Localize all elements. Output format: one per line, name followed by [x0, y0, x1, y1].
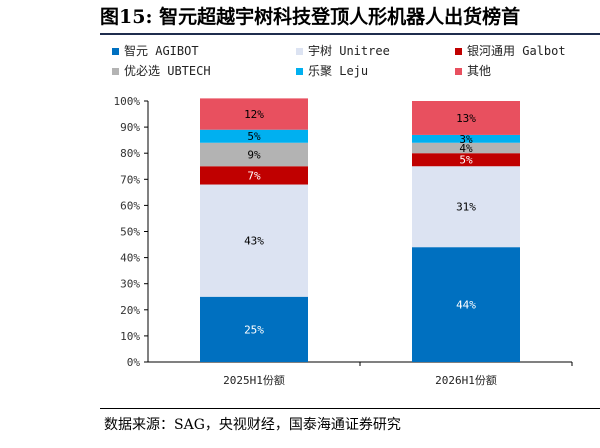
- y-tick-label: 100%: [114, 95, 141, 108]
- bar-segment: [200, 184, 308, 297]
- y-tick-label: 50%: [120, 226, 140, 239]
- source-rule: [100, 408, 600, 409]
- y-tick-label: 70%: [120, 173, 140, 186]
- bar-segment: [412, 166, 520, 248]
- legend-label: 乐聚 Leju: [308, 64, 368, 78]
- data-label: 25%: [244, 323, 264, 336]
- title-rule: [100, 33, 600, 35]
- y-tick-label: 40%: [120, 252, 140, 265]
- legend-swatch: [455, 68, 462, 75]
- source-note: 数据来源：SAG，央视财经，国泰海通证券研究: [104, 417, 401, 433]
- y-tick-label: 60%: [120, 199, 140, 212]
- bar-segment: [412, 153, 520, 167]
- legend-swatch: [296, 68, 303, 75]
- data-label: 12%: [244, 108, 264, 121]
- y-tick-label: 10%: [120, 330, 140, 343]
- y-tick-label: 20%: [120, 304, 140, 317]
- legend-swatch: [296, 48, 303, 55]
- y-tick-label: 80%: [120, 147, 140, 160]
- legend-swatch: [112, 48, 119, 55]
- data-label: 7%: [247, 169, 261, 182]
- stacked-bar-chart: 智元 AGIBOT 宇树 Unitree 银河通用 Galbot 优必选 UBTECH…: [112, 43, 573, 387]
- data-label: 44%: [456, 299, 476, 312]
- data-label: 43%: [244, 235, 264, 248]
- legend-label: 智元 AGIBOT: [124, 43, 199, 58]
- y-tick-label: 0%: [127, 356, 141, 369]
- legend-label: 优必选 UBTECH: [124, 64, 211, 78]
- bar-segment: [200, 296, 308, 362]
- x-tick-label: 2025H1份额: [223, 374, 285, 387]
- legend-label: 其他: [467, 64, 491, 78]
- y-tick-label: 30%: [120, 278, 140, 291]
- data-label: 5%: [247, 130, 261, 143]
- bar-segment: [412, 101, 520, 135]
- bar-segment: [200, 98, 308, 130]
- bar-segment: [412, 142, 520, 154]
- data-label: 13%: [456, 112, 476, 125]
- data-label: 9%: [247, 149, 261, 162]
- y-tick-label: 90%: [120, 121, 140, 134]
- data-label: 5%: [459, 154, 473, 167]
- bar-segment: [200, 129, 308, 143]
- x-tick-label: 2026H1份额: [435, 374, 497, 387]
- data-label: 4%: [459, 142, 473, 155]
- legend-label: 宇树 Unitree: [308, 43, 390, 58]
- legend-swatch: [112, 68, 119, 75]
- bar-segment: [412, 247, 520, 362]
- data-label: 31%: [456, 201, 476, 214]
- bar-segment: [412, 134, 520, 143]
- data-label: 3%: [459, 133, 473, 146]
- bar-segment: [200, 142, 308, 167]
- legend-label: 银河通用 Galbot: [467, 44, 566, 58]
- bar-segment: [200, 166, 308, 185]
- chart-title: 图15: 智元超越宇树科技登顶人形机器人出货榜首: [100, 6, 521, 28]
- legend-swatch: [455, 48, 462, 55]
